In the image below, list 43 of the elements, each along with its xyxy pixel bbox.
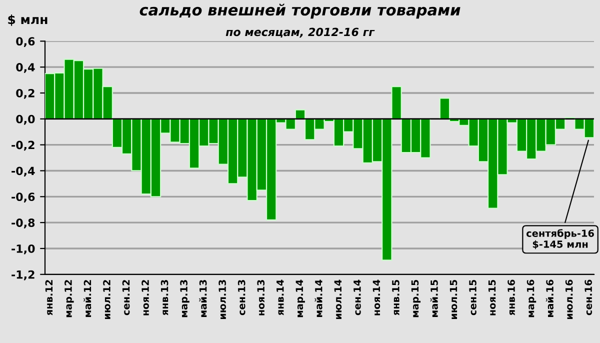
x-tick-label: июл.14 (334, 280, 342, 320)
y-tick-label: 0,0 (16, 114, 35, 125)
x-tick-label: мар.12 (64, 280, 74, 318)
x-tick-label: ноя.13 (257, 280, 265, 316)
x-tick-label: июл.12 (103, 280, 110, 320)
x-tick-label: май.12 (84, 280, 92, 317)
x-tick-label: май.13 (199, 280, 207, 317)
x-tick-label: ноя.15 (488, 280, 496, 316)
x-tick-label: янв.13 (160, 280, 168, 316)
chart-title: сальдо внешней торговли товарами (140, 4, 460, 19)
x-tick-label: июл.16 (565, 280, 573, 320)
x-tick-label: мар.16 (526, 280, 536, 318)
x-tick-label: сен.15 (469, 280, 476, 316)
x-tick-label: мар.14 (296, 280, 305, 318)
x-tick-label: ноя.14 (372, 280, 380, 316)
y-tick-label: -0,6 (12, 192, 35, 202)
x-tick-label: сен.14 (354, 280, 361, 316)
x-tick-label: сен.13 (238, 280, 246, 316)
y-tick-label: -1,0 (12, 244, 35, 254)
y-tick-label: -0,2 (12, 140, 34, 151)
x-tick-label: июл.13 (218, 280, 226, 320)
chart-subtitle: по месяцам, 2012-16 гг (226, 28, 375, 38)
y-axis-title: $ млн (8, 14, 48, 26)
x-tick-label: янв.16 (508, 280, 515, 316)
x-tick-label: янв.14 (276, 280, 284, 316)
y-tick-label: 0,6 (16, 37, 35, 47)
annotation: сентябрь-16 $-145 млн (526, 229, 594, 250)
x-tick-label: май.16 (546, 280, 554, 317)
x-tick-label: янв.12 (45, 280, 52, 316)
y-tick-label: 0,4 (16, 63, 35, 73)
x-tick-label: май.14 (314, 280, 322, 317)
x-tick-label: сен.16 (584, 280, 592, 316)
x-tick-label: май.15 (430, 280, 438, 317)
y-tick-label: -0,4 (12, 166, 35, 177)
x-tick-label: июл.15 (450, 280, 458, 320)
x-tick-label: сен.12 (122, 280, 130, 316)
y-tick-label: -0,8 (12, 218, 35, 228)
x-tick-label: ноя.12 (142, 280, 149, 316)
y-tick-label: -1,2 (12, 270, 34, 280)
x-tick-label: янв.15 (392, 280, 400, 316)
x-tick-label: мар.15 (411, 280, 421, 318)
y-tick-label: 0,2 (16, 88, 34, 99)
x-tick-label: мар.13 (180, 280, 190, 318)
